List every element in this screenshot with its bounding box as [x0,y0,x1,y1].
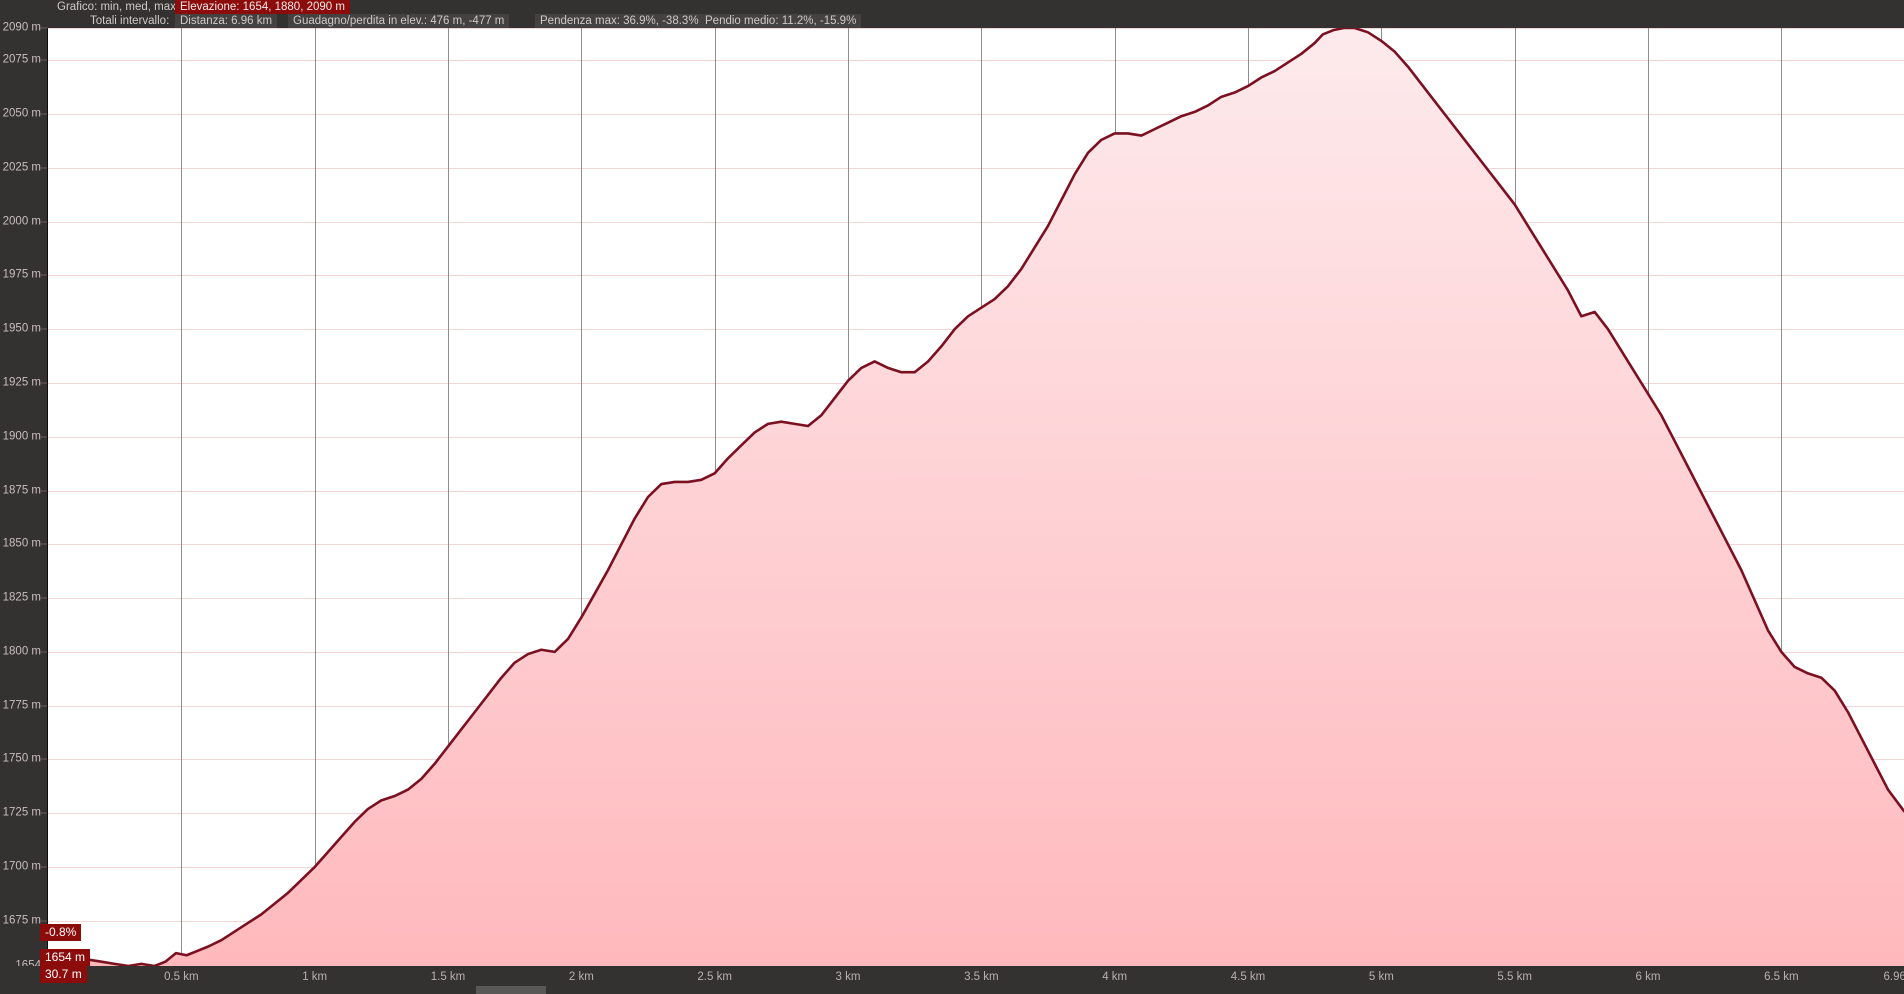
y-axis-tick-label: 1975 m [2,268,41,281]
gridline-vertical [181,28,182,966]
x-axis-tick-label: 6.96 km [1883,971,1904,983]
distance-marker-badge: 30.7 m [40,966,87,983]
y-axis-tick [40,221,48,223]
y-axis-tick-label: 1850 m [2,537,41,550]
y-axis-tick [40,866,48,868]
stat-segment: Guadagno/perdita in elev.: 476 m, -477 m [288,14,510,28]
y-axis-tick [40,543,48,545]
x-axis-tick-label: 5 km [1368,971,1394,983]
stat-segment: Pendenza max: 36.9%, -38.3% [535,14,704,28]
gridline-horizontal [48,28,1904,29]
y-axis-tick-label: 2090 m [2,21,41,34]
x-axis-tick-label: 1.5 km [430,971,466,983]
y-axis-tick [40,758,48,760]
y-axis-tick [40,920,48,922]
stat-segment: Pendio medio: 11.2%, -15.9% [700,14,862,28]
x-axis-tick-label: 0.5 km [164,971,199,983]
y-axis: 1654 1675 m 1700 m 1725 m 1750 m 1775 m 1800 m… [0,0,48,994]
y-axis-tick [40,812,48,814]
gridline-vertical [1781,28,1782,966]
elevation-curve [48,28,1904,966]
y-axis-tick-label: 2075 m [2,53,41,66]
x-axis-tick-label: 1 km [302,971,328,983]
y-axis-tick [40,328,48,330]
y-axis-tick-label: 1800 m [2,645,41,658]
elevation-area-fill [48,28,1904,966]
taskbar-strip [476,986,546,994]
y-axis-tick [40,490,48,492]
x-axis-tick-label: 5.5 km [1497,971,1532,983]
gridline-horizontal [48,60,1904,61]
gridline-vertical [315,28,316,966]
x-axis-tick-label: 2 km [568,971,594,983]
stat-segment: Distanza: 6.96 km [175,14,278,28]
y-axis-tick-label: 1925 m [2,376,41,389]
y-axis-tick-label: 2025 m [2,161,41,174]
x-axis: 0.5 km 1 km 1.5 km 2 km 2.5 km 3 km 3.5 km 4 km… [0,966,1904,994]
stats-header: Grafico: min, med, max Elevazione: 1654, … [0,0,1904,28]
stat-segment: Grafico: min, med, max [57,1,176,13]
y-axis-tick [40,597,48,599]
elevation-marker-badge: 1654 m [40,949,91,966]
x-axis-tick-label: 4.5 km [1230,971,1266,983]
y-axis-tick-label: 1900 m [2,430,41,443]
y-axis-tick [40,436,48,438]
y-axis-tick-label: 1775 m [2,699,41,712]
y-axis-tick-label: 1725 m [2,806,41,819]
stats-header-row-1: Grafico: min, med, max Elevazione: 1654, … [0,0,1904,14]
y-axis-tick [40,651,48,653]
y-axis-tick-label: 1875 m [2,484,41,497]
y-axis-tick-label: 1675 m [2,914,41,927]
y-axis-tick [40,113,48,115]
stats-header-row-2: Totali intervallo: Distanza: 6.96 km Guada… [0,14,1904,28]
gridline-horizontal [48,222,1904,223]
stat-segment: Totali intervallo: [90,15,170,27]
gridline-vertical [448,28,449,966]
x-axis-tick-label: 2.5 km [697,971,732,983]
x-axis-tick-label: 4 km [1102,971,1128,983]
x-axis-tick-label: 6.5 km [1764,971,1799,983]
x-axis-tick-label: 3 km [835,971,861,983]
x-axis-tick-label: 6 km [1635,971,1661,983]
y-axis-tick [40,27,48,29]
y-axis-tick [40,382,48,384]
y-axis-tick [40,274,48,276]
x-axis-tick-label: 3.5 km [964,971,999,983]
y-axis-tick-label: 2000 m [2,215,41,228]
y-axis-tick-label: 1825 m [2,591,41,604]
y-axis-tick [40,59,48,61]
y-axis-tick [40,705,48,707]
stat-segment: Elevazione: 1654, 1880, 2090 m [175,0,350,14]
grade-marker-badge: -0.8% [40,924,82,941]
chart-plot-area[interactable] [48,28,1904,966]
elevation-line [48,28,1904,966]
y-axis-tick-label: 1654 [15,960,41,972]
y-axis-tick-label: 2050 m [2,107,41,120]
y-axis-tick-label: 1950 m [2,322,41,335]
gridline-horizontal [48,275,1904,276]
y-axis-tick-label: 1700 m [2,860,41,873]
y-axis-tick [40,167,48,169]
gridline-horizontal [48,114,1904,115]
gridline-vertical [581,28,582,966]
gridline-horizontal [48,168,1904,169]
y-axis-tick-label: 1750 m [2,752,41,765]
